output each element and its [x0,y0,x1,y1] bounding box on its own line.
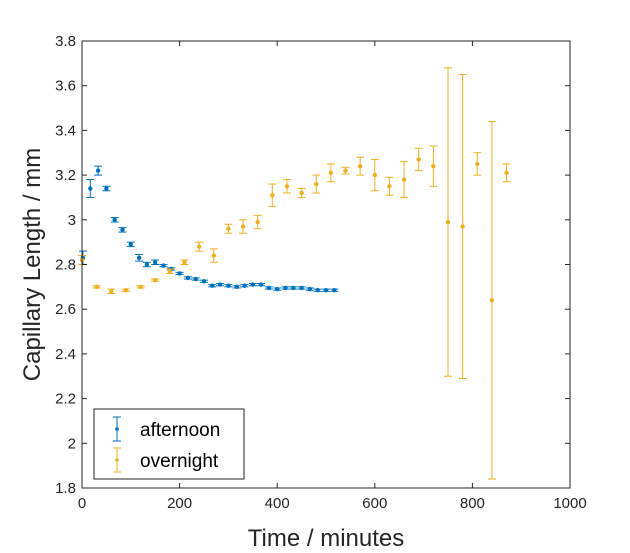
data-point-afternoon [299,285,304,291]
data-point-afternoon [250,282,255,287]
data-point-afternoon [234,284,239,290]
legend-marker [115,458,119,462]
data-point-overnight [401,177,407,182]
legend-item-afternoon: afternoon [113,416,220,442]
data-point-afternoon [283,285,288,291]
data-point-afternoon [104,186,109,191]
data-point-overnight [314,181,319,187]
data-point-overnight [226,226,231,231]
data-point-afternoon [193,276,198,282]
data-point-overnight [182,260,187,265]
series-layer [78,67,511,480]
legend-box [93,408,245,480]
data-point-overnight [343,168,348,173]
data-point-afternoon [332,288,337,293]
data-point-afternoon [128,242,133,247]
data-point-afternoon [266,285,272,291]
axes-layer: 0 200 400 600 800 1000 1.8 2 2.2 2.4 2.6 2.8 3 3.2 3.4… [55,33,587,512]
data-point-afternoon [144,262,150,267]
data-point-overnight [460,224,465,229]
y-tick-label: 3.6 [55,78,76,95]
legend-label: afternoon [140,420,220,441]
data-point-afternoon [177,271,182,276]
data-point-overnight [328,170,334,176]
data-point-overnight [270,193,275,198]
data-point-afternoon [136,255,142,260]
data-point-afternoon [315,288,320,293]
data-point-afternoon [217,282,223,287]
y-tick-label: 3.4 [55,122,76,139]
data-point-overnight [211,253,216,258]
data-point-afternoon [95,168,101,173]
data-point-overnight [299,190,304,196]
y-tick-label: 3.8 [55,33,76,50]
y-tick-label: 3.2 [55,167,76,184]
series-afternoon [78,165,339,293]
data-point-afternoon [258,282,264,287]
legend-label: overnight [140,451,219,472]
y-tick-label: 1.8 [55,480,76,497]
y-tick-label: 2.4 [55,346,76,363]
data-point-afternoon [185,275,191,281]
data-point-afternoon [242,283,247,288]
data-point-overnight [94,284,99,290]
x-tick-label: 400 [265,495,290,512]
x-tick-label: 1000 [553,495,586,512]
data-point-afternoon [291,285,296,291]
data-point-overnight [138,284,143,290]
legend-items: afternoon overnight [113,416,220,473]
data-point-afternoon [210,283,215,288]
data-point-overnight [431,163,436,169]
series-overnight [78,67,511,480]
data-point-overnight [387,184,392,189]
data-point-afternoon [323,288,329,293]
data-point-overnight [357,163,363,169]
y-tick-label: 2.6 [55,301,76,318]
data-point-afternoon [120,227,125,233]
data-point-overnight [196,244,202,249]
data-point-afternoon [112,217,117,222]
x-tick-label: 200 [167,495,192,512]
data-point-overnight [372,172,377,178]
x-tick-label: 800 [460,495,485,512]
y-tick-label: 2 [68,435,76,452]
data-point-overnight [475,161,480,167]
data-point-afternoon [88,186,93,191]
x-tick-label: 0 [78,495,86,512]
data-point-overnight [167,269,173,274]
legend-marker [115,427,119,431]
data-point-afternoon [161,263,166,268]
y-tick-label: 3 [68,212,76,229]
data-point-afternoon [307,286,313,292]
data-point-overnight [489,298,495,303]
data-point-overnight [416,157,421,162]
y-tick-label: 2.2 [55,391,76,408]
data-point-overnight [504,170,509,176]
data-point-overnight [240,224,246,229]
data-point-afternoon [226,283,231,288]
data-point-overnight [123,288,129,293]
data-point-afternoon [153,260,158,265]
x-tick-label: 600 [362,495,387,512]
legend: afternoon overnight [93,408,245,480]
data-point-overnight [284,184,290,189]
data-point-afternoon [275,286,280,292]
x-axis-label: Time / minutes [248,525,404,552]
data-point-afternoon [201,279,207,284]
data-point-overnight [109,289,114,294]
data-point-overnight [445,219,451,225]
legend-item-overnight: overnight [113,447,219,473]
data-point-overnight [153,277,158,283]
data-point-overnight [255,219,260,225]
y-tick-label: 2.8 [55,257,76,274]
y-axis-label: Capillary Length / mm [19,148,46,381]
